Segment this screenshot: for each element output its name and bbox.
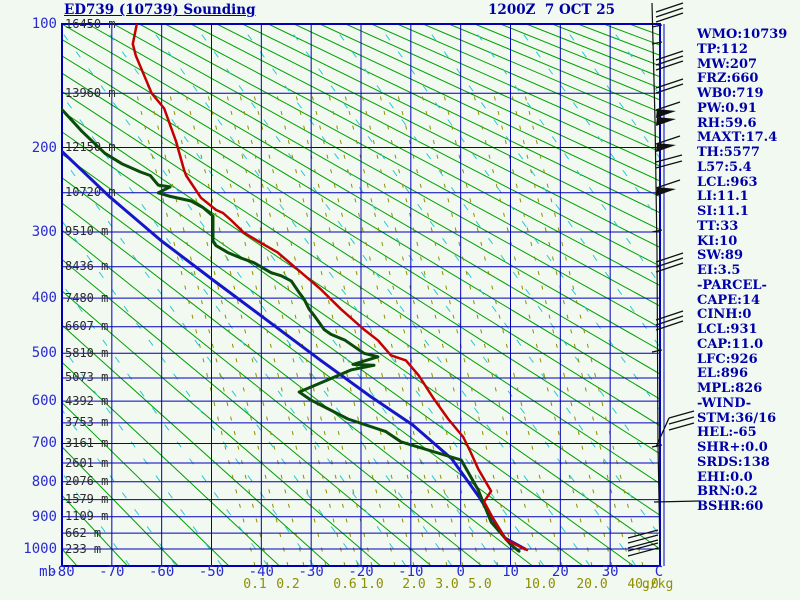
chart-title: ED739 (10739) Sounding [64,2,256,18]
altitude-label-550: 5073 m [65,370,109,385]
mixing-label-5.0: 5.0 [468,577,492,592]
panel-line: WB0:719 [697,86,764,101]
chart-datetime: 1200Z 7 OCT 25 [488,2,615,18]
panel-line: LCL:931 [697,322,758,337]
pressure-label-700: 700 [31,435,57,452]
altitude-label-300: 9510 m [65,224,109,239]
pressure-label-100: 100 [31,16,57,32]
temp-label-0: 0 [456,564,465,580]
pressure-label-1000: 1000 [23,541,57,557]
panel-line: MPL:826 [697,381,763,396]
panel-line: SHR+:0.0 [697,440,768,455]
altitude-label-900: 1109 m [65,509,109,524]
indices-panel: WMO:10739 TP:112 MW:207 FRZ:660 WB0:719 PW:0.… [697,27,799,515]
panel-line: KI:10 [697,233,738,249]
panel-line: WMO:10739 [697,27,788,42]
altitude-label-150: 13960 m [65,85,116,100]
temp-label--60: -60 [149,564,175,580]
panel-line: EI:3.5 [697,263,741,278]
temp-label-30: 30 [601,564,619,580]
panel-line: PW:0.91 [697,100,757,116]
panel-line: CAPE:14 [697,292,761,308]
dry-adiabats [62,24,660,566]
altitude-label-850: 1579 m [65,492,109,507]
altitude-label-1000: 233 m [65,541,102,556]
pressure-label-800: 800 [31,473,57,490]
altitude-label-100: 16450 m [65,16,116,31]
mixing-label-10.0: 10.0 [524,577,556,592]
pressure-label-600: 600 [31,393,57,410]
panel-line: L57:5.4 [697,159,752,175]
pressure-unit-label: mb [39,564,56,580]
panel-line: STM:36/16 [697,410,777,426]
panel-line: MW:207 [697,56,758,72]
panel-line: CINH:0 [697,307,752,323]
temp-unit-label: C [654,564,664,580]
temp-label--20: -20 [348,564,374,580]
panel-line: SI:11.1 [697,204,749,219]
temp-label--80: -80 [49,564,75,580]
wind-barbs [627,2,701,557]
altitude-label-500: 5810 m [65,345,109,360]
temperature-trace [131,24,529,552]
panel-line: SW:89 [697,248,743,264]
panel-line: TP:112 [697,41,748,57]
pressure-label-300: 300 [31,223,57,240]
mixing-label-0.2: 0.2 [276,577,300,592]
altitude-label-200: 12150 m [65,140,116,154]
mixing-label-1.0: 1.0 [360,577,384,592]
pressure-label-500: 500 [31,345,57,362]
mixing-label-2.0: 2.0 [402,577,426,592]
altitude-label-650: 3753 m [65,415,109,430]
temp-label--70: -70 [99,564,125,580]
altitude-label-800: 2076 m [65,474,109,489]
mixing-ratio-lines [136,94,644,566]
mixing-label-0.1: 0.1 [243,577,267,592]
temp-label--50: -50 [198,564,225,580]
altitude-label-950: 662 m [65,525,102,540]
altitude-label-400: 7480 m [65,290,109,305]
mixing-label-3.0: 3.0 [435,577,459,592]
altitude-label-600: 4392 m [65,393,109,408]
grid [61,23,665,567]
panel-line: BRN:0.2 [697,484,758,500]
panel-line: SRDS:138 [697,454,770,470]
panel-line: EHI:0.0 [697,469,753,485]
pressure-label-400: 400 [31,290,57,307]
panel-line: RH:59.6 [697,115,757,131]
temp-label-10: 10 [502,564,519,580]
panel-line: LCL:963 [697,174,758,190]
temp-label-20: 20 [551,564,569,580]
panel-line: HEL:-65 [697,425,757,441]
panel-line: FRZ:660 [697,71,759,87]
altitude-label-700: 3161 m [65,435,109,450]
panel-line: -WIND- [697,395,752,411]
altitude-label-450: 6607 m [65,319,109,334]
mixing-label-0.6: 0.6 [333,577,357,592]
panel-line: LI:11.1 [697,189,749,205]
mixing-label-40.0: 40.0 [627,577,659,592]
altitude-label-350: 8436 m [65,259,109,274]
panel-line: -PARCEL- [697,277,767,293]
temp-label--10: -10 [398,564,424,580]
panel-line: BSHR:60 [697,499,764,514]
altitude-label-250: 10720 m [65,185,116,200]
panel-line: EL:896 [697,366,748,382]
pressure-label-900: 900 [31,508,57,525]
temp-label--40: -40 [248,564,274,580]
temp-label--30: -30 [298,564,324,580]
pressure-label-200: 200 [31,139,57,156]
moist-adiabats [62,24,660,566]
panel-line: MAXT:17.4 [697,130,778,146]
panel-line: TH:5577 [697,145,760,160]
panel-line: LFC:926 [697,351,758,367]
panel-line: CAP:11.0 [697,336,764,352]
altitude-label-750: 2601 m [65,455,109,470]
mixing-label-20.0: 20.0 [576,577,608,592]
mixing-unit-label: g/kg [642,577,674,592]
dewpoint-trace [62,108,521,553]
panel-line: TT:33 [697,218,739,234]
